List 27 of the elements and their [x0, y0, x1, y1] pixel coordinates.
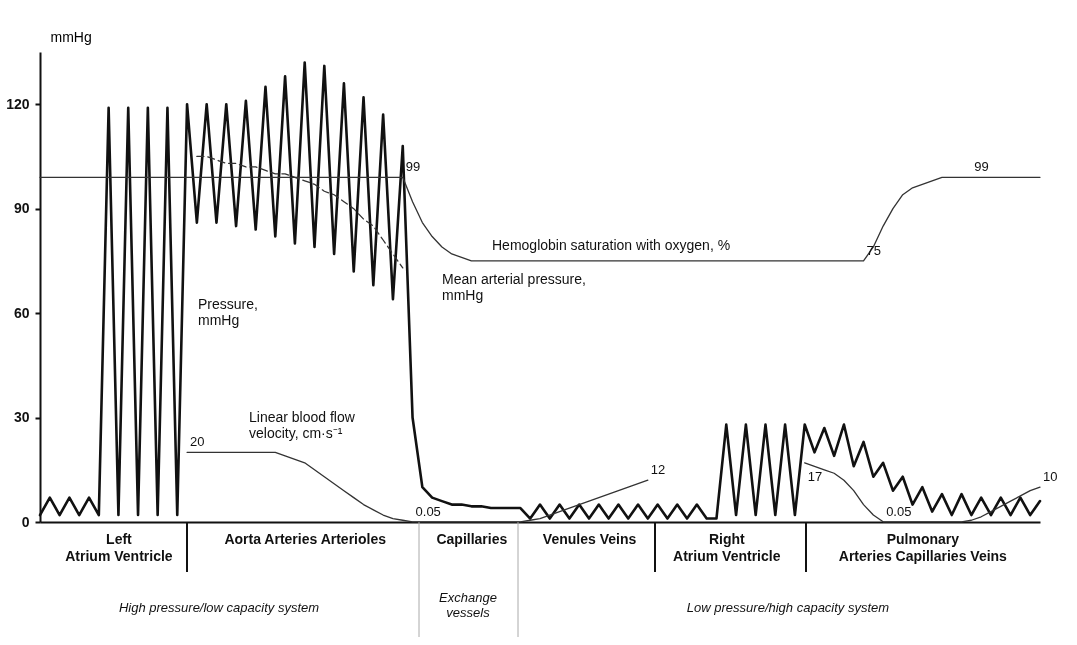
text: Exchange vessels — [439, 590, 497, 620]
data-label: 20 — [190, 434, 205, 450]
text: Low pressure/high capacity system — [686, 600, 890, 615]
annotation: Hemoglobin saturation with oxygen, % — [492, 237, 731, 253]
y-axis-title: mmHg — [50, 28, 92, 45]
annotation: Mean arterial pressure, mmHg — [442, 271, 586, 303]
data-label: 10 — [1043, 469, 1058, 485]
text: High pressure/low capacity system — [118, 600, 320, 615]
x-tick-label: Right Atrium Ventricle — [673, 530, 781, 564]
y-tick-label: 120 — [6, 95, 30, 112]
x-tick-label: Pulmonary Arteries Capillaries Veins — [838, 530, 1008, 564]
data-label: 99 — [405, 159, 421, 175]
y-tick-label: 60 — [13, 304, 30, 321]
data-label: 0.05 — [415, 503, 441, 519]
annotation: Linear blood flow velocity, cm·s⁻¹ — [249, 409, 356, 441]
y-tick-label: 0 — [21, 513, 30, 530]
data-label: 0.05 — [886, 503, 912, 519]
x-tick-label: Capillaries — [436, 530, 508, 547]
annotation: Pressure, mmHg — [198, 296, 258, 328]
data-label: 12 — [650, 462, 666, 478]
y-tick-label: 30 — [13, 409, 30, 426]
data-label: 17 — [807, 468, 823, 484]
y-tick-label: 90 — [13, 200, 30, 217]
x-tick-label: Venules Veins — [542, 530, 637, 547]
x-tick-label: Aorta Arteries Arterioles — [224, 530, 387, 547]
data-label: 99 — [974, 159, 989, 175]
x-tick-label: Left Atrium Ventricle — [65, 530, 173, 564]
